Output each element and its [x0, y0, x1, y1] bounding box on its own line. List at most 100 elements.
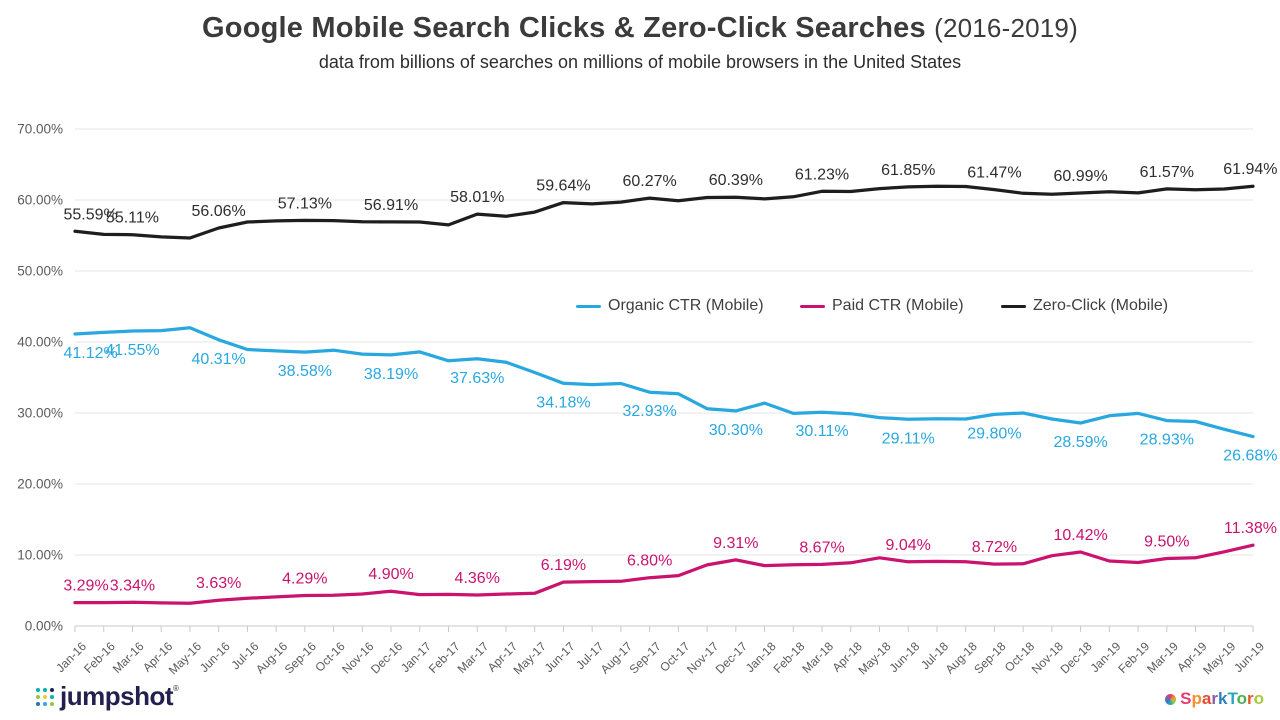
x-axis-label: Mar-18	[799, 639, 836, 676]
data-label-paid: 4.36%	[455, 570, 500, 587]
x-axis-label: May-18	[855, 639, 893, 677]
data-label-zeroclick: 57.13%	[278, 195, 332, 212]
series-line-organic	[73, 326, 1255, 439]
sparktoro-wordmark: SparkToro	[1180, 689, 1264, 709]
data-label-zeroclick: 60.27%	[623, 173, 677, 190]
jumpshot-logo: jumpshot®	[36, 681, 179, 712]
data-label-paid: 6.19%	[541, 557, 586, 574]
x-axis-label: Sep-18	[971, 639, 1008, 676]
legend-label: Organic CTR (Mobile)	[608, 297, 764, 314]
y-axis-label: 30.00%	[17, 406, 63, 421]
legend-item-paid: Paid CTR (Mobile)	[800, 296, 964, 316]
series-line-zeroclick	[73, 184, 1255, 240]
data-label-organic: 41.55%	[105, 342, 159, 359]
chart-subtitle: data from billions of searches on millio…	[318, 52, 962, 72]
x-axis-label: Mar-17	[455, 639, 492, 676]
x-axis-label: May-17	[511, 639, 549, 677]
data-label-zeroclick: 55.11%	[106, 210, 159, 227]
page-title: Google Mobile Search Clicks & Zero-Click…	[0, 12, 1280, 45]
data-label-zeroclick: 60.39%	[709, 172, 763, 189]
legend-item-organic: Organic CTR (Mobile)	[576, 296, 764, 316]
data-label-zeroclick: 60.99%	[1053, 168, 1107, 185]
data-label-organic: 28.59%	[1053, 434, 1107, 451]
x-axis-label: Jun-16	[197, 639, 233, 675]
jumpshot-dot	[36, 702, 40, 706]
y-axis-label: 60.00%	[17, 193, 63, 208]
data-label-paid: 3.63%	[196, 575, 241, 592]
legend-label: Zero-Click (Mobile)	[1033, 297, 1169, 314]
jumpshot-dot	[36, 688, 40, 692]
data-label-zeroclick: 58.01%	[450, 189, 504, 206]
legend-label: Paid CTR (Mobile)	[832, 297, 964, 314]
jumpshot-text: jumpshot	[60, 681, 174, 711]
data-label-paid: 9.50%	[1144, 534, 1189, 551]
y-axis-label: 10.00%	[17, 548, 63, 563]
data-label-zeroclick: 61.94%	[1223, 161, 1277, 178]
data-label-paid: 4.90%	[368, 566, 413, 583]
data-label-organic: 38.58%	[278, 363, 332, 380]
data-label-organic: 32.93%	[623, 403, 677, 420]
legend-item-zeroclick: Zero-Click (Mobile)	[1001, 296, 1168, 316]
sparktoro-letter: T	[1227, 689, 1237, 708]
data-label-organic: 40.31%	[192, 351, 246, 368]
x-axis-label: Feb-17	[426, 639, 463, 676]
data-label-paid: 6.80%	[627, 553, 672, 570]
data-label-paid: 9.04%	[886, 537, 931, 554]
data-label-organic: 37.63%	[450, 370, 504, 387]
data-label-zeroclick: 56.06%	[192, 203, 246, 220]
sparktoro-letter: k	[1218, 689, 1228, 708]
data-label-paid: 8.72%	[972, 539, 1017, 556]
data-label-organic: 41.12%	[63, 345, 117, 362]
data-label-organic: 28.93%	[1140, 432, 1194, 449]
jumpshot-dot	[36, 695, 40, 699]
data-label-organic: 29.80%	[967, 425, 1021, 442]
x-axis-label: Feb-16	[81, 639, 118, 676]
jumpshot-dot	[50, 688, 54, 692]
jumpshot-dot	[50, 695, 54, 699]
sparktoro-letter: o	[1253, 689, 1264, 708]
data-label-zeroclick: 61.47%	[967, 165, 1021, 182]
x-axis-label: Jun-19	[1231, 639, 1267, 675]
data-label-organic: 30.30%	[709, 422, 763, 439]
title-main: Google Mobile Search Clicks & Zero-Click…	[202, 12, 926, 44]
sparktoro-logo: SparkToro	[1165, 689, 1264, 709]
x-axis-label: Jun-18	[886, 639, 922, 675]
x-axis-label: Dec-16	[368, 639, 405, 676]
jumpshot-dot-grid-icon	[36, 688, 55, 707]
jumpshot-dot	[43, 695, 47, 699]
data-label-organic: 26.68%	[1223, 448, 1277, 465]
data-label-zeroclick: 59.64%	[536, 178, 590, 195]
data-label-paid: 10.42%	[1053, 527, 1107, 544]
data-label-organic: 38.19%	[364, 366, 418, 383]
jumpshot-dot	[43, 702, 47, 706]
y-axis-label: 70.00%	[17, 122, 63, 137]
sparktoro-letter: o	[1236, 689, 1247, 708]
sparktoro-letter: p	[1191, 689, 1202, 708]
jumpshot-dot	[50, 702, 54, 706]
data-label-organic: 30.11%	[795, 423, 848, 440]
data-label-zeroclick: 61.85%	[881, 162, 935, 179]
registered-mark-icon: ®	[173, 684, 179, 693]
y-axis-label: 0.00%	[25, 619, 63, 634]
sparktoro-letter: S	[1180, 689, 1192, 708]
x-axis-label: Mar-16	[110, 639, 147, 676]
data-label-paid: 4.29%	[282, 571, 327, 588]
data-label-paid: 9.31%	[713, 535, 758, 552]
x-axis-label: Feb-19	[1115, 639, 1152, 676]
x-axis-label: May-19	[1200, 639, 1238, 677]
legend-line-swatch	[576, 304, 601, 308]
sparktoro-letter: r	[1246, 689, 1254, 708]
x-axis-label: Sep-16	[282, 639, 319, 676]
data-label-paid: 8.67%	[799, 539, 844, 556]
data-label-zeroclick: 61.57%	[1140, 164, 1194, 181]
data-label-organic: 34.18%	[536, 394, 590, 411]
jumpshot-wordmark: jumpshot®	[60, 681, 179, 712]
data-label-paid: 3.34%	[110, 577, 155, 594]
data-label-organic: 29.11%	[882, 430, 935, 447]
series-line-paid	[73, 543, 1255, 605]
sparktoro-letter: r	[1211, 689, 1218, 708]
legend-line-swatch	[800, 304, 825, 308]
x-axis-label: Jun-17	[542, 639, 578, 675]
